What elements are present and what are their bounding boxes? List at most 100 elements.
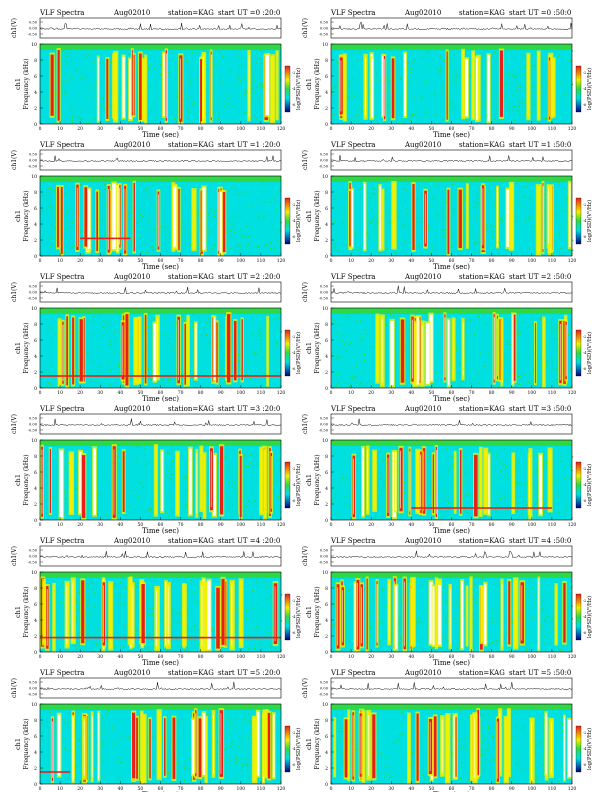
colorbar-tick-label: -6 [292,763,295,767]
x-tick-label: 80 [198,126,204,132]
x-tick-label: 40 [117,390,123,396]
spectrogram-panel: VLF Spectra Aug02010 station=KAG start UT =… [11,537,302,667]
waveform-frame [39,413,282,435]
x-axis-label: Time (sec) [142,659,179,667]
panel-title: VLF Spectra [330,9,375,17]
freq-tick-label: 0 [34,782,37,788]
freq-tick-label: 0 [34,386,37,392]
x-tick-label: 10 [57,390,63,396]
x-tick-label: 80 [198,390,204,396]
spectrogram-panel: VLF Spectra Aug02010 station=KAG start UT =… [302,405,593,535]
x-axis-label: Time (sec) [142,263,179,271]
colorbar [575,65,582,113]
spectrogram-heatmap [331,44,574,124]
waveform-frame [330,281,573,303]
x-tick-label: 100 [528,786,537,792]
waveform-frame [39,149,282,171]
panel-title: VLF Spectra [39,273,84,281]
spec-y-label: Frequency (kHz) [23,190,30,241]
x-tick-label: 20 [77,126,83,132]
x-tick-label: 70 [178,654,184,660]
x-axis-label: Time (sec) [142,131,179,139]
freq-tick-label: 0 [325,386,328,392]
colorbar-label: log(PSD)(V²/Hz) [586,464,593,506]
freq-tick-label: 2 [325,106,328,112]
waveform-frame [330,545,573,567]
panel-date: Aug02010 [113,141,150,149]
spectrogram-heatmap [40,308,282,388]
colorbar [284,725,291,773]
waveform-y-label: ch1(V) [11,18,18,38]
colorbar-label: log(PSD)(V²/Hz) [295,596,302,638]
waveform-tick-label: 0.50 [320,153,329,157]
freq-tick-label: 2 [325,766,328,772]
waveform-trace [39,155,282,163]
x-tick-label: 70 [469,522,475,528]
panel-title: VLF Spectra [39,141,84,149]
x-tick-label: 10 [348,522,354,528]
spectrogram-heatmap [331,440,574,520]
panel-station: station=KAG [459,669,505,677]
x-tick-label: 110 [548,390,557,396]
x-tick-label: 10 [348,126,354,132]
colorbar-label: log(PSD)(V²/Hz) [586,728,593,770]
spec-channel-label: ch1 [305,210,313,222]
x-tick-label: 100 [237,390,246,396]
colorbar-label: log(PSD)(V²/Hz) [586,596,593,638]
waveform-y-label: ch1(V) [302,414,309,434]
waveform-tick-label: 0.50 [29,285,38,289]
colorbar-label: log(PSD)(V²/Hz) [586,200,593,242]
waveform-tick-label: 0.00 [29,687,38,691]
freq-tick-label: 8 [34,58,37,64]
waveform-tick-label: -0.50 [28,429,38,433]
x-tick-label: 110 [548,126,557,132]
x-tick-label: 60 [158,390,164,396]
waveform-tick-label: 0.50 [29,681,38,685]
x-tick-label: 110 [548,258,557,264]
x-tick-label: 120 [277,522,286,528]
waveform-tick-label: 0.50 [320,21,329,25]
x-tick-label: 10 [348,258,354,264]
freq-tick-label: 10 [31,570,37,576]
waveform-frame [39,677,282,699]
freq-tick-label: 4 [325,222,328,228]
waveform-trace [39,287,282,295]
x-tick-label: 30 [388,390,394,396]
x-tick-label: 40 [117,786,123,792]
panel-start-time: start UT =0 :50:0 [509,9,571,17]
waveform-tick-label: 0.50 [320,417,329,421]
waveform-tick-label: 0.50 [29,417,38,421]
x-tick-label: 20 [368,258,374,264]
waveform-frame [39,281,282,303]
x-tick-label: 30 [97,126,103,132]
x-tick-label: 70 [178,390,184,396]
waveform-tick-label: -0.50 [319,429,329,433]
freq-tick-label: 2 [34,238,37,244]
x-tick-label: 10 [348,786,354,792]
freq-tick-label: 6 [34,338,37,344]
freq-tick-label: 8 [34,454,37,460]
panel-station: station=KAG [459,273,505,281]
freq-tick-label: 10 [31,306,37,312]
colorbar [575,461,582,509]
colorbar [284,197,291,245]
freq-tick-label: 2 [34,502,37,508]
panel-station: station=KAG [168,669,214,677]
x-tick-label: 30 [388,258,394,264]
freq-tick-label: 10 [322,306,328,312]
x-tick-label: 10 [57,522,63,528]
panel-title: VLF Spectra [330,669,375,677]
spec-y-label: Frequency (kHz) [314,58,321,109]
x-tick-label: 80 [198,786,204,792]
colorbar-tick-label: -2 [292,731,295,735]
x-tick-label: 20 [368,654,374,660]
freq-tick-label: 8 [34,586,37,592]
colorbar-tick-label: -4 [292,615,296,619]
spectrogram-heatmap [331,176,574,256]
x-tick-label: 20 [77,258,83,264]
x-tick-label: 40 [117,654,123,660]
colorbar-tick-label: -4 [583,351,587,355]
x-tick-label: 50 [138,786,144,792]
colorbar-tick-label: -4 [292,351,296,355]
waveform-tick-label: 0.00 [320,159,329,163]
